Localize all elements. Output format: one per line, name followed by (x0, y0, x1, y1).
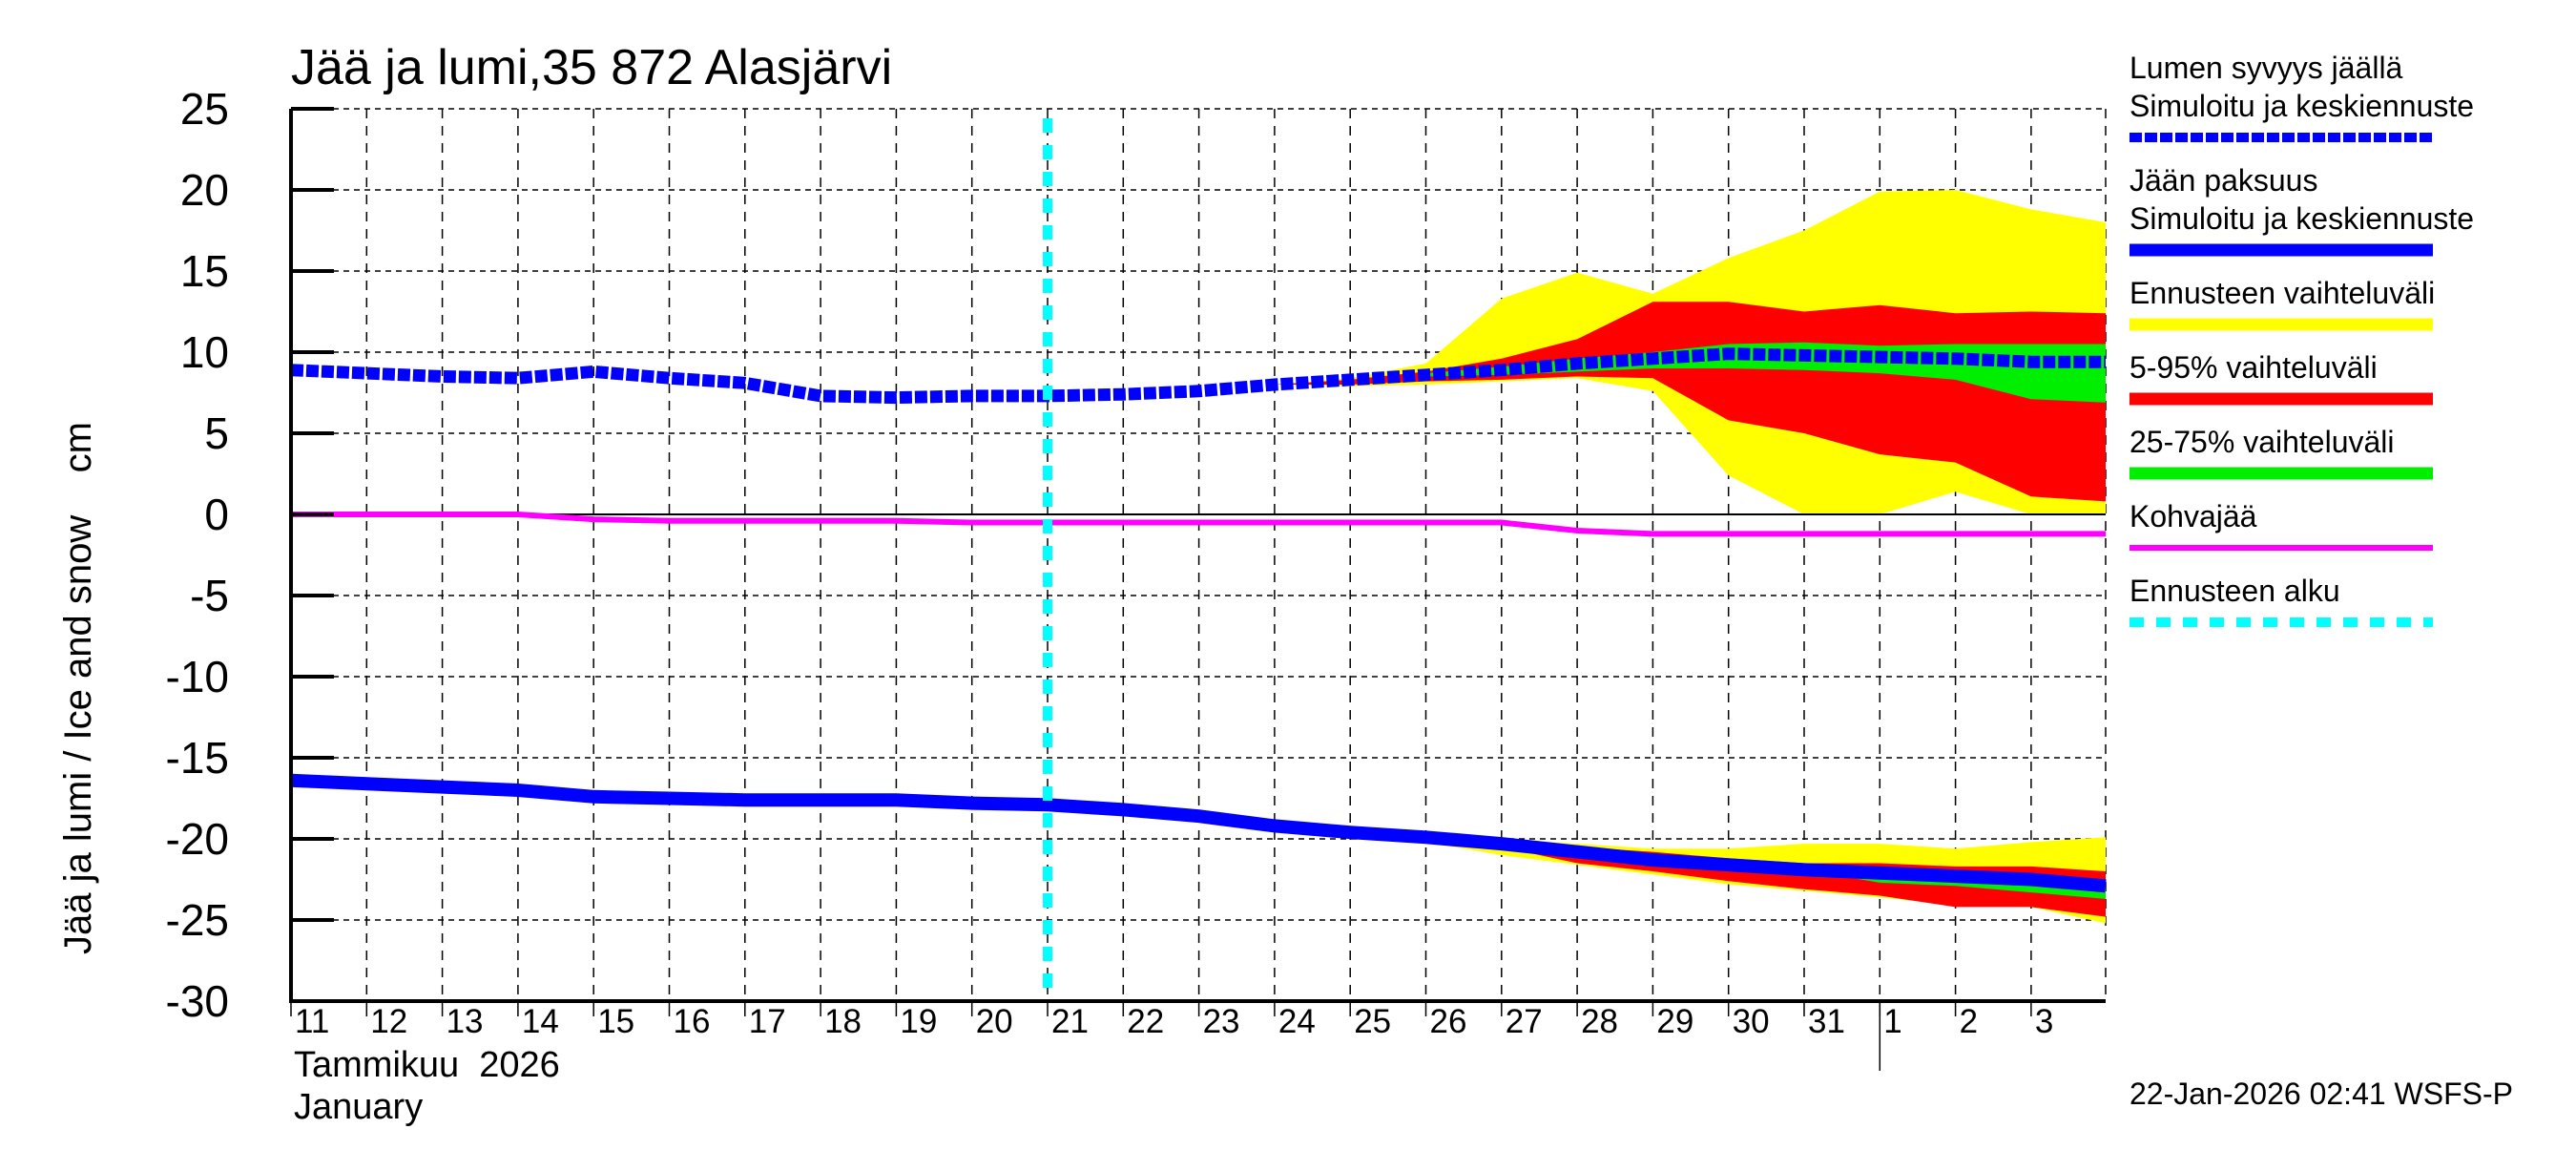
legend-label: Ennusteen vaihteluväli (2129, 276, 2435, 310)
y-axis-label: Jää ja lumi / Ice and snow cm (57, 422, 99, 954)
y-tick-label: -10 (166, 652, 229, 701)
x-tick-label: 13 (447, 1003, 484, 1040)
y-tick-label: 25 (180, 84, 229, 134)
y-tick-label: 20 (180, 165, 229, 215)
x-tick-label: 21 (1051, 1003, 1089, 1040)
legend-item: Ennusteen alku (2129, 574, 2433, 627)
kohvajaa-line (291, 512, 2106, 537)
legend-item: Lumen syvyys jäällä Simuloitu ja keskienn… (2129, 51, 2474, 142)
x-tick-label: 26 (1430, 1003, 1467, 1040)
y-tick-label: 10 (180, 327, 229, 377)
legend-label: 25-75% vaihteluväli (2129, 425, 2395, 459)
x-axis-month-label-en: January (294, 1087, 423, 1127)
legend-label: 5-95% vaihteluväli (2129, 350, 2378, 385)
forecast-bands (1274, 190, 2106, 924)
y-tick-label: -25 (166, 895, 229, 945)
legend-item: Kohvajää (2129, 499, 2433, 551)
x-tick-label: 25 (1354, 1003, 1391, 1040)
legend-item: 25-75% vaihteluväli (2129, 425, 2433, 480)
x-tick-label: 29 (1656, 1003, 1693, 1040)
legend: Lumen syvyys jäällä Simuloitu ja keskienn… (2129, 51, 2474, 627)
legend-label: Simuloitu ja keskiennuste (2129, 89, 2474, 123)
x-tick-label: 19 (900, 1003, 937, 1040)
legend-label: Simuloitu ja keskiennuste (2129, 201, 2474, 236)
y-tick-label: -15 (166, 733, 229, 783)
y-tick-label: -30 (166, 976, 229, 1026)
ice-thickness-line (290, 773, 2107, 893)
x-tick-label: 15 (597, 1003, 634, 1040)
y-tick-label: 15 (180, 246, 229, 296)
x-tick-label: 31 (1808, 1003, 1845, 1040)
x-tick-label: 11 (295, 1003, 329, 1040)
x-tick-label: 1 (1883, 1003, 1901, 1040)
x-tick-label: 23 (1203, 1003, 1240, 1040)
y-tick-label: -5 (190, 571, 229, 620)
x-axis-month-label: Tammikuu 2026 (294, 1045, 560, 1085)
legend-item: Ennusteen vaihteluväli (2129, 276, 2435, 331)
y-tick-label: -20 (166, 814, 229, 864)
x-tick-label: 22 (1127, 1003, 1164, 1040)
x-tick-label: 28 (1581, 1003, 1618, 1040)
snow-depth-line (290, 347, 2106, 405)
x-tick-label: 2 (1960, 1003, 1978, 1040)
legend-label: Kohvajää (2129, 499, 2257, 533)
legend-label: Lumen syvyys jäällä (2129, 51, 2403, 85)
chart-title: Jää ja lumi,35 872 Alasjärvi (291, 40, 892, 95)
x-tick-label: 30 (1733, 1003, 1770, 1040)
x-tick-label: 27 (1506, 1003, 1543, 1040)
y-tick-label: 5 (204, 408, 229, 458)
data-lines (290, 118, 2107, 1001)
x-tick-label: 24 (1278, 1003, 1316, 1040)
legend-label: Ennusteen alku (2129, 574, 2340, 608)
legend-item: 5-95% vaihteluväli (2129, 350, 2433, 406)
x-tick-label: 16 (674, 1003, 711, 1040)
x-tick-label: 20 (976, 1003, 1013, 1040)
x-tick-label: 3 (2035, 1003, 2053, 1040)
x-tick-label: 18 (824, 1003, 862, 1040)
x-tick-label: 14 (522, 1003, 559, 1040)
x-tick-label: 17 (749, 1003, 786, 1040)
timestamp-label: 22-Jan-2026 02:41 WSFS-P (2129, 1077, 2513, 1111)
x-tick-label: 12 (370, 1003, 407, 1040)
legend-label: Jään paksuus (2129, 163, 2317, 198)
y-tick-label: 0 (204, 490, 229, 539)
